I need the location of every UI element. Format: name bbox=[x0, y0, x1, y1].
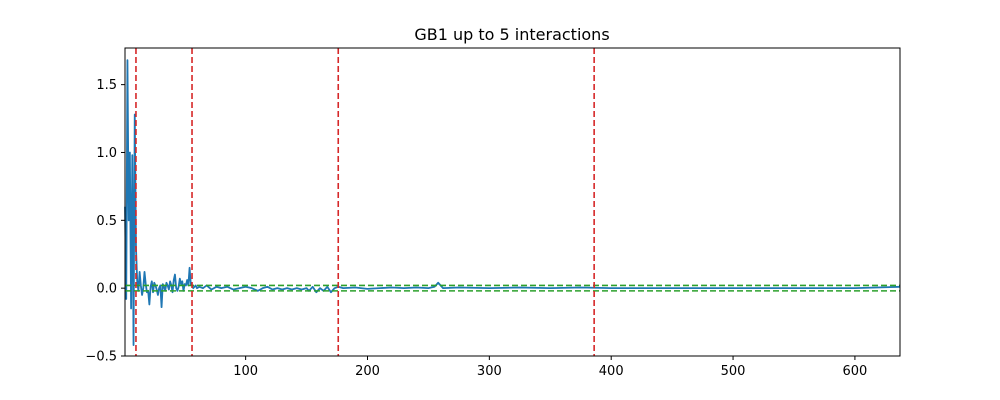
y-axis: −0.5 0.0 0.5 1.0 1.5 bbox=[85, 78, 125, 365]
y-tick-label: 1.5 bbox=[96, 78, 117, 93]
x-tick-label: 300 bbox=[477, 364, 502, 379]
plot-area bbox=[124, 47, 901, 357]
hline-layer bbox=[125, 284, 900, 292]
x-tick-label: 200 bbox=[355, 364, 380, 379]
y-tick-label: 0.0 bbox=[96, 282, 117, 297]
plot-frame bbox=[124, 47, 901, 357]
x-tick-label: 400 bbox=[599, 364, 624, 379]
y-tick-label: −0.5 bbox=[85, 350, 117, 365]
x-tick-label: 100 bbox=[233, 364, 258, 379]
vline-layer bbox=[135, 48, 595, 356]
plot-background bbox=[125, 48, 900, 356]
x-tick-label: 500 bbox=[721, 364, 746, 379]
x-tick-label: 600 bbox=[842, 364, 867, 379]
chart-title: GB1 up to 5 interactions bbox=[414, 25, 609, 44]
y-tick-label: 0.5 bbox=[96, 214, 117, 229]
x-axis: 100 200 300 400 500 600 bbox=[233, 356, 867, 379]
y-tick-label: 1.0 bbox=[96, 146, 117, 161]
